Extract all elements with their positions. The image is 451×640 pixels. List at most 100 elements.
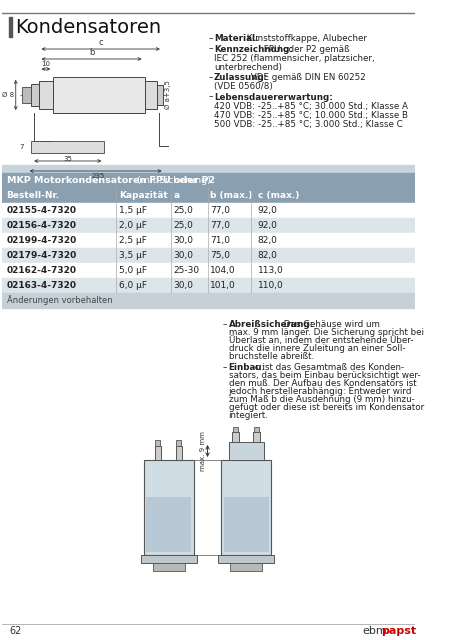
Text: Einbau:: Einbau:: [228, 363, 265, 372]
Text: 2,0 µF: 2,0 µF: [119, 221, 147, 230]
Text: VDE gemäß DIN EN 60252: VDE gemäß DIN EN 60252: [247, 73, 365, 82]
Text: Material:: Material:: [213, 34, 258, 43]
Text: bruchstelle abreißt.: bruchstelle abreißt.: [228, 352, 313, 361]
Text: Überlast an, indem der entstehende Über-: Überlast an, indem der entstehende Über-: [228, 336, 412, 345]
Text: 30,0: 30,0: [173, 251, 193, 260]
Text: max. 9 mm: max. 9 mm: [199, 431, 205, 471]
Text: unterbrechend): unterbrechend): [213, 63, 281, 72]
Text: 82,0: 82,0: [257, 251, 277, 260]
Text: 02163-4-7320: 02163-4-7320: [7, 281, 77, 290]
Text: Kennzeichnung:: Kennzeichnung:: [213, 45, 292, 54]
Text: Ø a+3,5: Ø a+3,5: [164, 81, 170, 109]
Bar: [2, 263, 414, 278]
Bar: [144, 81, 157, 109]
Text: MKP Motorkondensatoren FPU oder P2: MKP Motorkondensatoren FPU oder P2: [7, 175, 214, 184]
Bar: [224, 497, 268, 552]
Text: 62: 62: [9, 626, 22, 636]
Text: –: –: [208, 45, 212, 54]
Text: 470 VDB: -25..+85 °C; 10.000 Std.; Klasse B: 470 VDB: -25..+85 °C; 10.000 Std.; Klass…: [213, 111, 407, 120]
Text: –: –: [208, 34, 212, 43]
Text: c (max.): c (max.): [257, 191, 299, 200]
Text: 10: 10: [41, 61, 50, 67]
Text: max. 9 mm länger. Die Sicherung spricht bei: max. 9 mm länger. Die Sicherung spricht …: [228, 328, 423, 337]
Text: 6,0 µF: 6,0 µF: [119, 281, 147, 290]
Text: sators, das beim Einbau berücksichtigt wer-: sators, das beim Einbau berücksichtigt w…: [228, 371, 419, 380]
Bar: [143, 460, 193, 555]
Text: 92,0: 92,0: [257, 206, 277, 215]
Bar: [2, 187, 414, 203]
Text: 1,5 µF: 1,5 µF: [119, 206, 147, 215]
Text: Änderungen vorbehalten: Änderungen vorbehalten: [7, 296, 112, 305]
Bar: [146, 497, 191, 552]
Text: 25-30: 25-30: [173, 266, 199, 275]
Bar: [2, 278, 414, 293]
Text: 02199-4-7320: 02199-4-7320: [7, 236, 77, 245]
Text: Kondensatoren: Kondensatoren: [15, 17, 161, 36]
Bar: [141, 555, 196, 563]
Bar: [2, 203, 414, 218]
Text: gefügt oder diese ist bereits im Kondensator: gefügt oder diese ist bereits im Kondens…: [228, 403, 423, 412]
Bar: [233, 427, 237, 432]
Text: Kunststoffkappe, Alubecher: Kunststoffkappe, Alubecher: [244, 34, 367, 43]
Text: 3,5 µF: 3,5 µF: [119, 251, 147, 260]
Bar: [176, 440, 181, 446]
Bar: [253, 432, 259, 442]
Bar: [53, 77, 144, 113]
Text: 35: 35: [63, 156, 72, 162]
Text: 82,0: 82,0: [257, 236, 277, 245]
Text: 25,0: 25,0: [173, 221, 193, 230]
Bar: [2, 248, 414, 263]
Text: ebm: ebm: [362, 626, 387, 636]
Text: b (max.): b (max.): [210, 191, 252, 200]
Text: 92,0: 92,0: [257, 221, 277, 230]
Bar: [31, 84, 38, 106]
Bar: [2, 173, 414, 187]
Bar: [9, 17, 12, 37]
Text: Ø 8: Ø 8: [2, 92, 14, 98]
Text: 2,5 µF: 2,5 µF: [119, 236, 147, 245]
Text: 101,0: 101,0: [210, 281, 235, 290]
Bar: [154, 446, 161, 460]
Text: 71,0: 71,0: [210, 236, 230, 245]
Text: Das Gehäuse wird um: Das Gehäuse wird um: [281, 320, 379, 329]
Text: zum Maß b die Ausdehnung (9 mm) hinzu-: zum Maß b die Ausdehnung (9 mm) hinzu-: [228, 395, 414, 404]
Text: c ist das Gesamtmaß des Konden-: c ist das Gesamtmaß des Konden-: [251, 363, 403, 372]
Text: c: c: [98, 38, 103, 47]
Text: druck die innere Zuleitung an einer Soll-: druck die innere Zuleitung an einer Soll…: [228, 344, 404, 353]
Text: 113,0: 113,0: [257, 266, 283, 275]
Bar: [175, 446, 182, 460]
Text: 30,0: 30,0: [173, 236, 193, 245]
Text: integiert.: integiert.: [228, 411, 268, 420]
Text: 500 VDB: -25..+85 °C; 3.000 Std.; Klasse C: 500 VDB: -25..+85 °C; 3.000 Std.; Klasse…: [213, 120, 402, 129]
Bar: [157, 85, 162, 105]
Text: 02162-4-7320: 02162-4-7320: [7, 266, 77, 275]
Text: Kapazität: Kapazität: [119, 191, 167, 200]
Text: Lebensdauererwartung:: Lebensdauererwartung:: [213, 93, 332, 102]
Bar: [253, 427, 258, 432]
Text: 02156-4-7320: 02156-4-7320: [7, 221, 77, 230]
Text: 104,0: 104,0: [210, 266, 235, 275]
Text: 420 VDB: -25..+85 °C; 30.000 Std.; Klasse A: 420 VDB: -25..+85 °C; 30.000 Std.; Klass…: [213, 102, 407, 111]
Text: papst: papst: [380, 626, 415, 636]
Text: 77,0: 77,0: [210, 221, 230, 230]
Bar: [22, 87, 31, 103]
Bar: [228, 442, 263, 460]
Text: 110,0: 110,0: [257, 281, 283, 290]
Bar: [232, 432, 238, 442]
Text: 77,0: 77,0: [210, 206, 230, 215]
Text: 235: 235: [91, 173, 104, 179]
Bar: [218, 555, 274, 563]
Bar: [31, 141, 104, 153]
Text: (mit Sicherung): (mit Sicherung): [133, 175, 210, 184]
Text: 30,0: 30,0: [173, 281, 193, 290]
Bar: [2, 293, 414, 308]
Bar: [2, 233, 414, 248]
Text: b: b: [89, 48, 94, 57]
Text: –: –: [221, 320, 226, 329]
Text: 5,0 µF: 5,0 µF: [119, 266, 147, 275]
Text: 25,0: 25,0: [173, 206, 193, 215]
Bar: [2, 218, 414, 233]
Bar: [155, 440, 160, 446]
Text: a: a: [173, 191, 179, 200]
Bar: [221, 460, 271, 555]
